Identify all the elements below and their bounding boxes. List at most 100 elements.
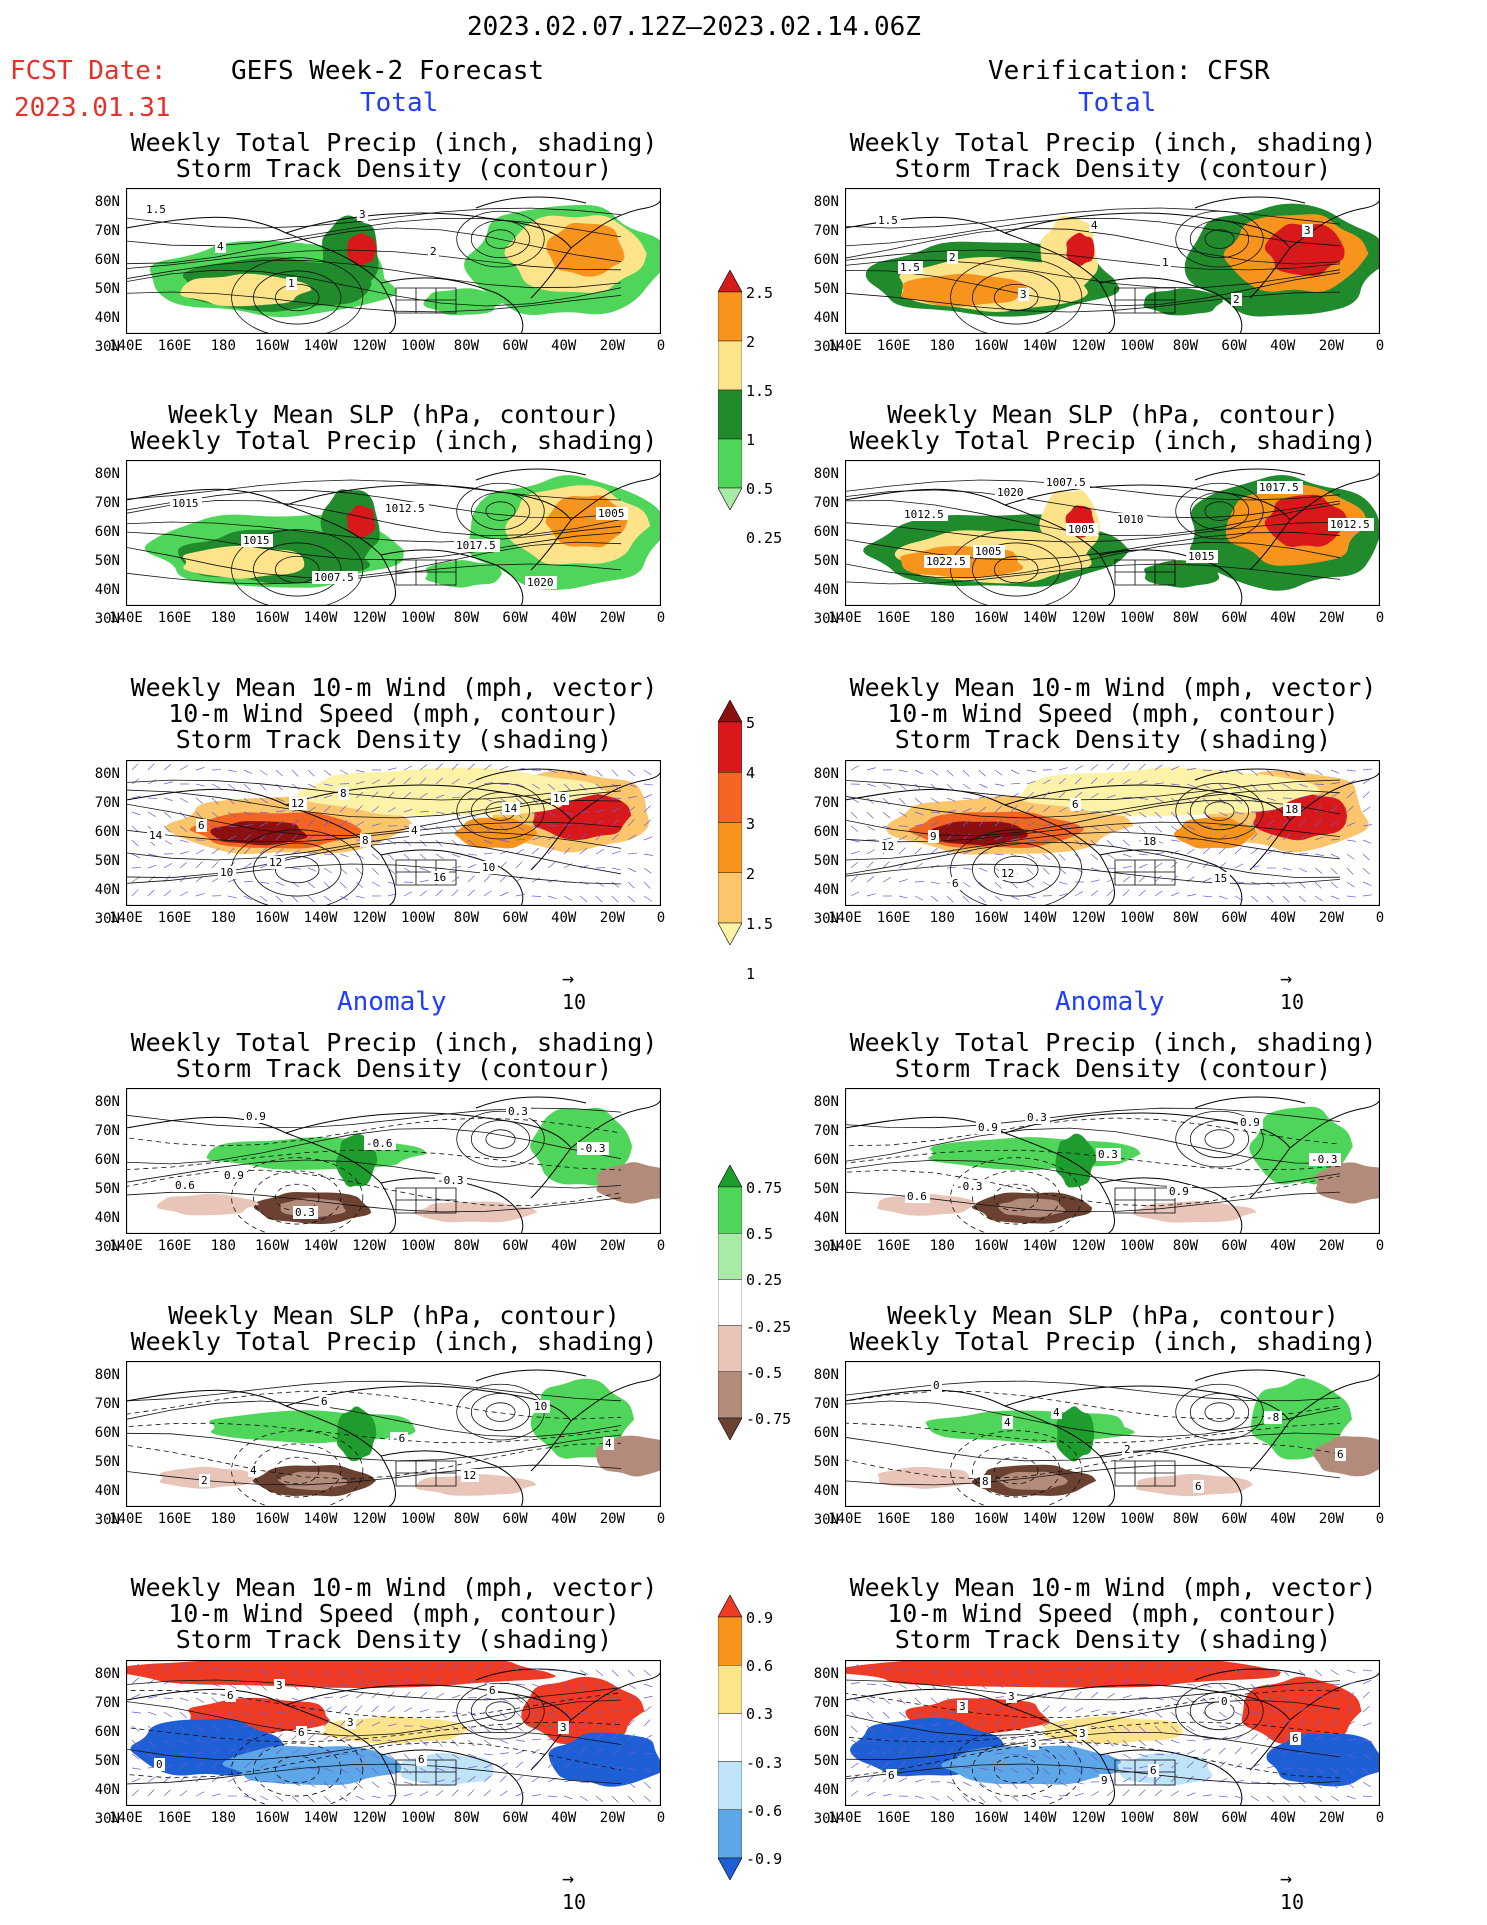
- wind-vector: [1250, 1763, 1260, 1769]
- contour-label: -6: [392, 1432, 405, 1445]
- contour-label-box: [1186, 550, 1218, 563]
- wind-vector: [1330, 1683, 1341, 1685]
- wind-vector: [1042, 791, 1050, 799]
- wind-vector: [962, 833, 970, 841]
- wind-vector: [1298, 769, 1306, 777]
- wind-vector: [1122, 1753, 1131, 1759]
- wind-vector: [339, 1781, 347, 1789]
- wind-vector: [419, 777, 427, 785]
- wind-vector: [387, 1691, 395, 1699]
- wind-vector: [1282, 850, 1292, 855]
- wind-vector: [483, 890, 492, 897]
- contour-label: 0.9: [224, 1169, 244, 1182]
- contour-label: 2: [201, 1474, 208, 1487]
- wind-vector: [163, 1725, 171, 1733]
- wind-vector: [1122, 796, 1132, 799]
- contour-line: [845, 489, 1341, 519]
- wind-vector: [595, 769, 603, 777]
- wind-vector: [930, 821, 940, 827]
- contour-label-box: [312, 571, 358, 584]
- contour-label-box: [1028, 1737, 1039, 1750]
- wind-vector: [419, 867, 429, 872]
- wind-vector: [1266, 881, 1276, 887]
- wind-vector: [195, 893, 205, 897]
- wind-vector: [994, 835, 1004, 841]
- wind-vector: [1218, 1683, 1227, 1690]
- wind-vector: [914, 1761, 923, 1769]
- shaded-field: [180, 273, 312, 307]
- wind-vector: [1170, 811, 1178, 819]
- wind-vector: [978, 783, 988, 788]
- wind-vector: [978, 1767, 988, 1770]
- wind-vector: [179, 1739, 189, 1745]
- wind-vector: [163, 1789, 171, 1797]
- panel-title-line: Weekly Total Precip (inch, shading): [849, 1028, 1377, 1057]
- colorbar-label: 0.5: [746, 480, 774, 498]
- wind-vector: [850, 765, 860, 771]
- wind-vector: [419, 1665, 429, 1671]
- longitude-tick-label: 60W: [502, 1511, 528, 1527]
- longitude-tick-label: 20W: [599, 610, 625, 626]
- wind-vector: [1026, 1781, 1034, 1789]
- contour-label: 6: [321, 1395, 328, 1408]
- wind-vector: [563, 1795, 573, 1800]
- contour-label-box: [976, 1121, 1001, 1134]
- wind-vector: [1218, 1795, 1228, 1798]
- wind-vector: [1010, 820, 1019, 827]
- shaded-field: [210, 821, 308, 846]
- closed-contour: [1175, 482, 1264, 540]
- wind-vector: [515, 1683, 525, 1686]
- contour-label: 6: [1292, 1732, 1299, 1745]
- contour-label-box: [532, 1400, 550, 1413]
- wind-vector: [611, 850, 621, 855]
- wind-vector: [946, 895, 954, 903]
- wind-vector: [515, 1761, 523, 1769]
- wind-vector: [1106, 825, 1115, 832]
- wind-vector: [451, 796, 461, 799]
- closed-contour: [231, 1430, 364, 1507]
- contour-label-box: [1257, 481, 1303, 494]
- wind-vector: [914, 769, 924, 775]
- wind-vector: [259, 797, 268, 804]
- state-borders: [395, 1460, 457, 1487]
- contour-label: 10: [534, 1400, 547, 1413]
- wind-vector: [467, 1765, 477, 1769]
- wind-vector: [131, 1711, 141, 1714]
- wind-vector: [307, 881, 315, 889]
- wind-vector: [275, 895, 283, 903]
- longitude-tick-label: 140E: [109, 1511, 143, 1527]
- wind-vector: [515, 861, 523, 869]
- wind-vector: [419, 1767, 428, 1773]
- map-frame: [126, 1361, 661, 1507]
- map-frame: [845, 1660, 1380, 1806]
- wind-vector: [531, 895, 542, 897]
- wind-vector: [163, 781, 173, 785]
- wind-vector: [355, 805, 363, 813]
- panel-title-line: Storm Track Density (shading): [894, 1625, 1332, 1654]
- longitude-tick-label: 140E: [109, 910, 143, 926]
- contour-label: 0.3: [1027, 1111, 1047, 1124]
- wind-vector: [643, 794, 653, 799]
- wind-vector: [355, 1720, 364, 1727]
- wind-vector: [1282, 1719, 1291, 1727]
- contour-label: 3: [359, 208, 366, 221]
- wind-vector: [323, 805, 331, 813]
- longitude-tick-label: 140W: [1022, 1511, 1057, 1527]
- wind-vector: [1090, 1709, 1100, 1713]
- wind-vector: [1330, 895, 1340, 900]
- wind-vector: [1362, 1679, 1372, 1685]
- longitude-tick-label: 40W: [551, 338, 577, 354]
- wind-vector: [1074, 891, 1084, 897]
- wind-vector: [579, 1747, 587, 1755]
- longitude-tick-label: 140E: [828, 1511, 862, 1527]
- wind-vector: [1298, 834, 1307, 841]
- wind-vector: [1106, 1664, 1115, 1671]
- wind-vector: [1090, 1725, 1100, 1729]
- wind-vector: [275, 1721, 285, 1727]
- closed-contour: [1189, 1692, 1250, 1731]
- contour-label-box: [1044, 476, 1090, 489]
- wind-vector: [1122, 876, 1131, 883]
- wind-vector: [1106, 811, 1116, 815]
- wind-vector: [627, 783, 637, 788]
- wind-vector: [1298, 1669, 1306, 1677]
